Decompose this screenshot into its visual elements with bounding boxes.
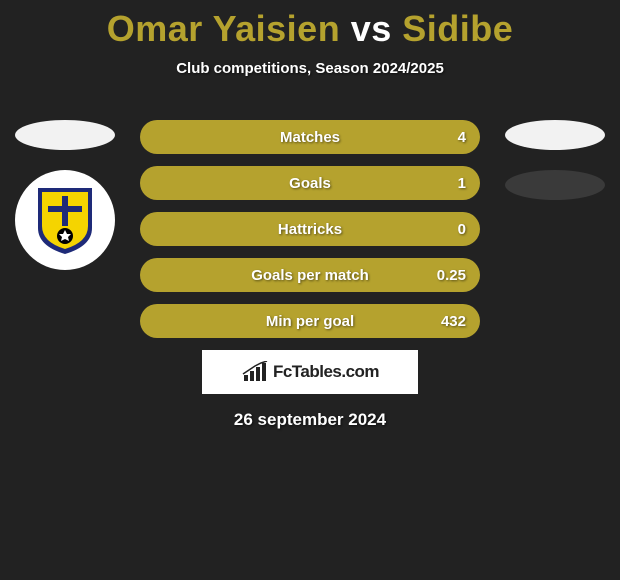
subtitle: Club competitions, Season 2024/2025 <box>0 60 620 77</box>
stat-row-min-per-goal: Min per goal 432 <box>140 304 480 338</box>
player-photo-placeholder-right <box>505 120 605 150</box>
stat-label: Hattricks <box>278 221 342 238</box>
left-player-column <box>10 120 120 270</box>
stat-label: Goals per match <box>251 267 369 284</box>
stat-value: 432 <box>441 313 466 330</box>
stat-value: 0 <box>458 221 466 238</box>
infographic-date: 26 september 2024 <box>140 410 480 430</box>
player-photo-placeholder-left <box>15 120 115 150</box>
brand-badge: FcTables.com <box>202 350 418 394</box>
right-player-column <box>500 120 610 220</box>
title-right: Sidibe <box>402 8 513 49</box>
club-badge-placeholder-right <box>505 170 605 200</box>
club-shield-icon <box>34 184 96 256</box>
stat-value: 0.25 <box>437 267 466 284</box>
stat-value: 4 <box>458 129 466 146</box>
club-badge-left <box>15 170 115 270</box>
stat-row-matches: Matches 4 <box>140 120 480 154</box>
stat-label: Goals <box>289 175 331 192</box>
brand-text: FcTables.com <box>273 362 379 382</box>
stat-label: Matches <box>280 129 340 146</box>
stat-row-goals: Goals 1 <box>140 166 480 200</box>
title-left: Omar Yaisien <box>107 8 340 49</box>
stats-container: Matches 4 Goals 1 Hattricks 0 Goals per … <box>140 120 480 430</box>
stat-row-hattricks: Hattricks 0 <box>140 212 480 246</box>
stat-row-goals-per-match: Goals per match 0.25 <box>140 258 480 292</box>
bar-chart-icon <box>241 361 269 383</box>
stat-label: Min per goal <box>266 313 354 330</box>
comparison-title: Omar Yaisien vs Sidibe <box>0 0 620 50</box>
title-vs: vs <box>340 8 402 49</box>
stat-value: 1 <box>458 175 466 192</box>
